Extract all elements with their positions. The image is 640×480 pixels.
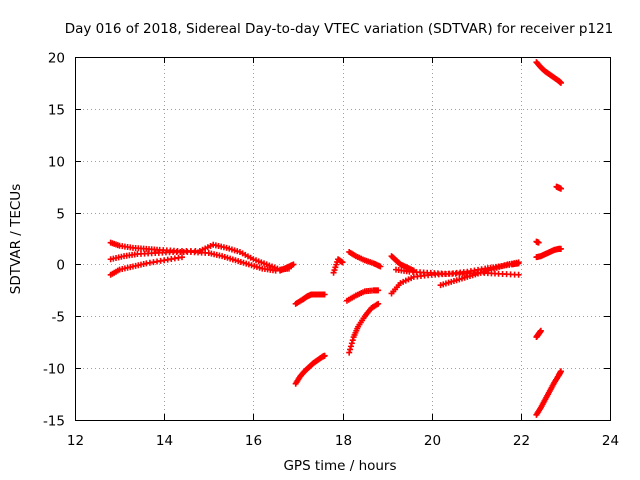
data-point [179,254,185,261]
data-point [537,327,544,334]
series-arc-5 [346,248,384,270]
series-arc-2 [292,291,328,307]
series-arc-15 [533,245,564,261]
data-point [515,259,522,266]
series-arc-17 [533,368,564,418]
y-tick-label: 5 [56,207,65,223]
series-arc-4 [330,256,346,276]
data-point [321,291,328,298]
x-tick-label: 16 [245,433,262,449]
data-point [515,271,522,278]
data-point [349,337,356,344]
data-point [347,343,354,350]
x-tick-label: 18 [335,433,352,449]
series-arc-14 [533,238,542,246]
series-arc-7 [346,300,382,356]
series-arc-1-middle [107,248,279,274]
series-arc-8 [388,253,417,274]
y-axis-label: SDTVAR / TECUs [8,184,24,294]
series-arc-16 [533,327,544,341]
chart-title: Day 016 of 2018, Sidereal Day-to-day VTE… [65,21,614,37]
x-tick-label: 12 [67,433,84,449]
x-tick-label: 14 [156,433,173,449]
data-point [375,287,382,294]
grid-layer [75,57,610,420]
x-tick-label: 22 [513,433,530,449]
data-point [348,340,355,347]
data-point [377,263,384,270]
x-axis-label: GPS time / hours [283,458,396,474]
data-point [339,259,346,266]
y-tick-label: -15 [43,414,65,430]
data-point [557,245,564,252]
y-tick-label: -5 [52,310,65,326]
tick-layer [75,57,611,421]
y-tick-label: -10 [43,362,65,378]
x-tick-label: 20 [424,433,441,449]
series-arc-1-tail [277,261,297,274]
y-tick-label: 0 [56,258,65,274]
data-point [375,300,382,307]
tick-label-layer: 12 14 16 18 20 22 24 -15 -10 -5 0 5 10 15 20 [43,51,619,450]
y-tick-label: 10 [48,155,65,171]
data-point [557,368,564,375]
series-arc-12 [533,59,564,86]
data-point [557,185,564,192]
y-tick-label: 20 [48,51,65,67]
series-arc-1-lower [107,254,185,278]
data-point [557,79,564,86]
data-point [535,239,542,246]
series-arc-3 [292,352,328,387]
plot-frame [75,57,611,421]
data-point [347,346,354,353]
data-point [290,261,297,268]
data-point [346,349,353,356]
data-layer [107,59,564,418]
series-arc-13 [553,183,564,192]
series-arc-11 [437,259,522,289]
y-tick-label: 15 [48,103,65,119]
data-point [321,352,328,359]
x-tick-label: 24 [602,433,619,449]
series-arc-6 [343,287,382,304]
